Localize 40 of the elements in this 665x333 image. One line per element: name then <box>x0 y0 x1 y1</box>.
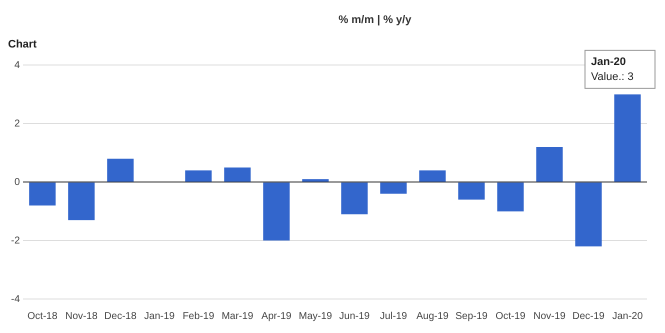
bar <box>29 182 56 206</box>
x-tick-label: Sep-19 <box>455 310 488 322</box>
x-tick-label: Mar-19 <box>222 310 254 322</box>
bar <box>458 182 485 200</box>
text: % m/m | % y/y <box>338 14 412 26</box>
annotation: Jan-20 <box>591 56 626 68</box>
bar <box>419 170 446 182</box>
bar <box>68 182 95 220</box>
x-tick-label: Oct-18 <box>27 310 58 322</box>
bar <box>107 158 134 182</box>
x-tick-label: May-19 <box>298 310 333 322</box>
y-tick-label: -4 <box>10 294 20 305</box>
x-tick-label: Apr-19 <box>261 310 292 322</box>
bar <box>341 182 368 214</box>
bar <box>536 147 563 182</box>
bar <box>224 167 251 182</box>
y-tick-label: -2 <box>10 235 20 246</box>
bar <box>185 170 212 182</box>
x-tick-label: Jun-19 <box>339 310 370 322</box>
chart-title: Chart <box>8 38 38 51</box>
x-tick-label: Nov-19 <box>533 310 566 322</box>
x-tick-label: Jan-20 <box>612 310 644 322</box>
x-tick-label: Jan-19 <box>144 310 176 322</box>
bar <box>497 182 524 212</box>
bar <box>614 94 641 182</box>
annotation: Value.: 3 <box>591 70 634 83</box>
x-tick-label: Dec-19 <box>572 310 606 322</box>
x-tick-label: Oct-19 <box>495 310 526 322</box>
x-tick-label: Nov-18 <box>65 310 98 322</box>
bar <box>575 182 602 246</box>
x-tick-label: Feb-19 <box>182 310 215 322</box>
bar <box>380 182 407 194</box>
x-tick-label: Aug-19 <box>416 310 450 322</box>
bar <box>302 179 329 182</box>
y-tick-label: 4 <box>14 60 20 71</box>
x-tick-label: Jul-19 <box>380 310 408 322</box>
x-tick-label: Dec-18 <box>104 310 137 322</box>
y-tick-label: 2 <box>14 118 20 130</box>
y-tick-label: 0 <box>14 176 20 188</box>
bar <box>263 182 290 241</box>
